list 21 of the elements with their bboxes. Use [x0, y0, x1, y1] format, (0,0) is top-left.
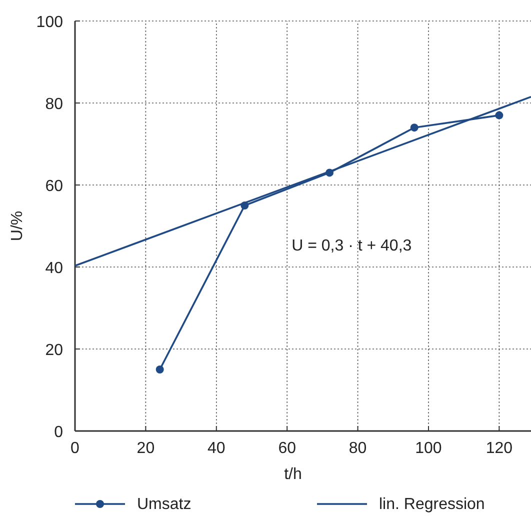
y-axis-title: U/% — [9, 210, 26, 242]
y-tick-label: 20 — [45, 342, 64, 359]
y-tick-label: 0 — [54, 424, 64, 441]
y-tick-label: 40 — [45, 260, 64, 277]
legend-label: lin. Regression — [379, 496, 485, 513]
x-tick-label: 120 — [486, 440, 513, 457]
y-tick-label: 60 — [45, 178, 64, 195]
x-tick-label: 20 — [136, 440, 155, 457]
point — [410, 124, 418, 132]
point — [156, 366, 164, 374]
y-tick-label: 100 — [36, 14, 64, 31]
x-tick-label: 40 — [207, 440, 226, 457]
x-axis-title: t/h — [284, 466, 302, 483]
x-tick-label: 80 — [348, 440, 367, 457]
x-tick-label: 100 — [415, 440, 442, 457]
y-tick-label: 80 — [45, 96, 64, 113]
x-tick-label: 60 — [278, 440, 296, 457]
legend-label: Umsatz — [137, 496, 192, 513]
annotation: U = 0,3 · t + 40,3 — [292, 238, 412, 255]
x-tick-label: 0 — [70, 440, 80, 457]
point — [495, 111, 504, 120]
